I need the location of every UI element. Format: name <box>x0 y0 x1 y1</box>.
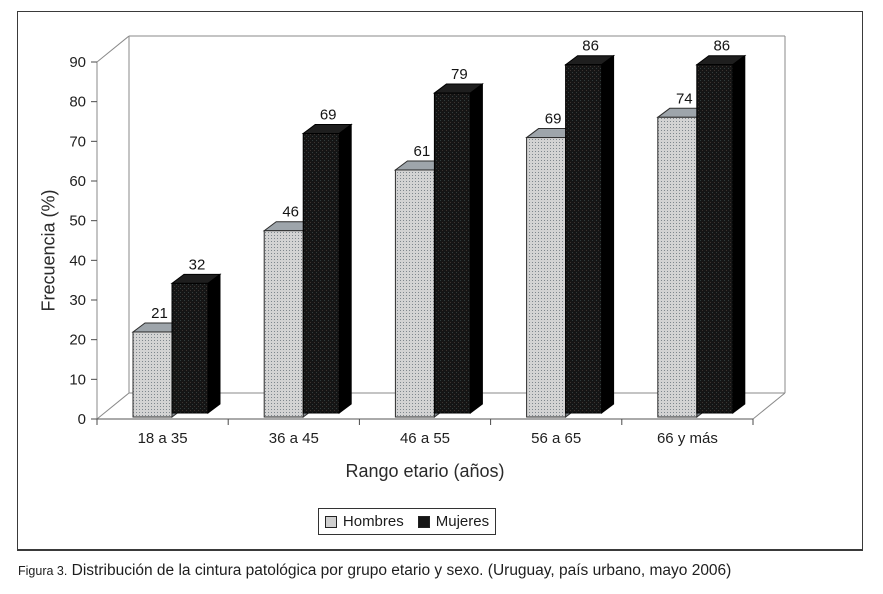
x-axis-ticks: 18 a 35 36 a 45 46 a 55 56 a 65 66 y más <box>96 419 754 447</box>
y-axis-ticks: 0 10 20 30 40 50 60 70 80 90 <box>69 54 97 428</box>
bar-mujeres-66-y-más <box>696 64 734 414</box>
legend: Hombres Mujeres <box>318 508 496 535</box>
y-tick-label: 30 <box>69 292 86 309</box>
value-label-mujeres-66-y-más: 86 <box>713 38 730 55</box>
x-category-label: 18 a 35 <box>138 430 188 447</box>
bar-side-mujeres-66-y-más <box>732 54 746 414</box>
value-label-hombres-56-a-65: 69 <box>545 111 562 128</box>
figure-caption-text: Distribución de la cintura patológica po… <box>67 562 732 579</box>
legend-swatch-mujeres-icon <box>417 515 430 528</box>
legend-label-hombres: Hombres <box>342 513 404 530</box>
bar-side-mujeres-46-a-55 <box>469 83 483 414</box>
y-tick-label: 50 <box>69 213 86 230</box>
bar-mujeres-56-a-65 <box>565 64 603 414</box>
y-tick-label: 60 <box>69 173 86 190</box>
x-category-label: 36 a 45 <box>269 430 319 447</box>
y-tick-label: 0 <box>78 411 86 428</box>
value-label-hombres-46-a-55: 61 <box>414 143 431 160</box>
y-axis-title: Frecuencia (%) <box>38 189 59 312</box>
bar-hombres-36-a-45 <box>263 230 304 418</box>
value-label-hombres-66-y-más: 74 <box>676 90 693 107</box>
value-labels: 21 32 46 69 61 79 69 86 74 86 <box>151 38 730 322</box>
bars <box>131 54 747 418</box>
y-tick-label: 90 <box>69 54 86 71</box>
bar-hombres-46-a-55 <box>394 169 435 418</box>
y-tick-label: 80 <box>69 94 86 111</box>
bar-mujeres-36-a-45 <box>302 133 340 414</box>
legend-swatch-hombres-icon <box>324 515 337 528</box>
value-label-mujeres-56-a-65: 86 <box>582 38 599 55</box>
value-label-hombres-36-a-45: 46 <box>282 204 299 221</box>
legend-item-mujeres: Mujeres <box>417 513 490 530</box>
y-tick-label: 20 <box>69 332 86 349</box>
value-label-mujeres-46-a-55: 79 <box>451 66 468 83</box>
legend-label-mujeres: Mujeres <box>435 513 490 530</box>
bar-hombres-56-a-65 <box>526 137 567 418</box>
x-category-label: 66 y más <box>657 430 718 447</box>
legend-item-hombres: Hombres <box>324 513 404 530</box>
bar-hombres-18-a-35 <box>132 331 173 418</box>
bar-side-mujeres-36-a-45 <box>338 123 352 414</box>
x-category-label: 46 a 55 <box>400 430 450 447</box>
bar-mujeres-18-a-35 <box>171 282 209 414</box>
value-label-mujeres-36-a-45: 69 <box>320 107 337 124</box>
x-axis-title: Rango etario (años) <box>345 461 505 481</box>
x-category-label: 56 a 65 <box>531 430 581 447</box>
value-label-mujeres-18-a-35: 32 <box>189 256 206 273</box>
value-label-hombres-18-a-35: 21 <box>151 305 168 322</box>
bar-mujeres-46-a-55 <box>433 92 471 414</box>
figure-number-label: Figura 3. <box>18 564 68 578</box>
bar-hombres-66-y-más <box>657 116 698 418</box>
bar-side-mujeres-56-a-65 <box>601 54 615 414</box>
bar-side-mujeres-18-a-35 <box>207 273 221 414</box>
y-tick-label: 10 <box>69 371 86 388</box>
y-tick-label: 40 <box>69 252 86 269</box>
y-tick-label: 70 <box>69 133 86 150</box>
figure-caption: Figura 3. Distribución de la cintura pat… <box>18 562 731 580</box>
